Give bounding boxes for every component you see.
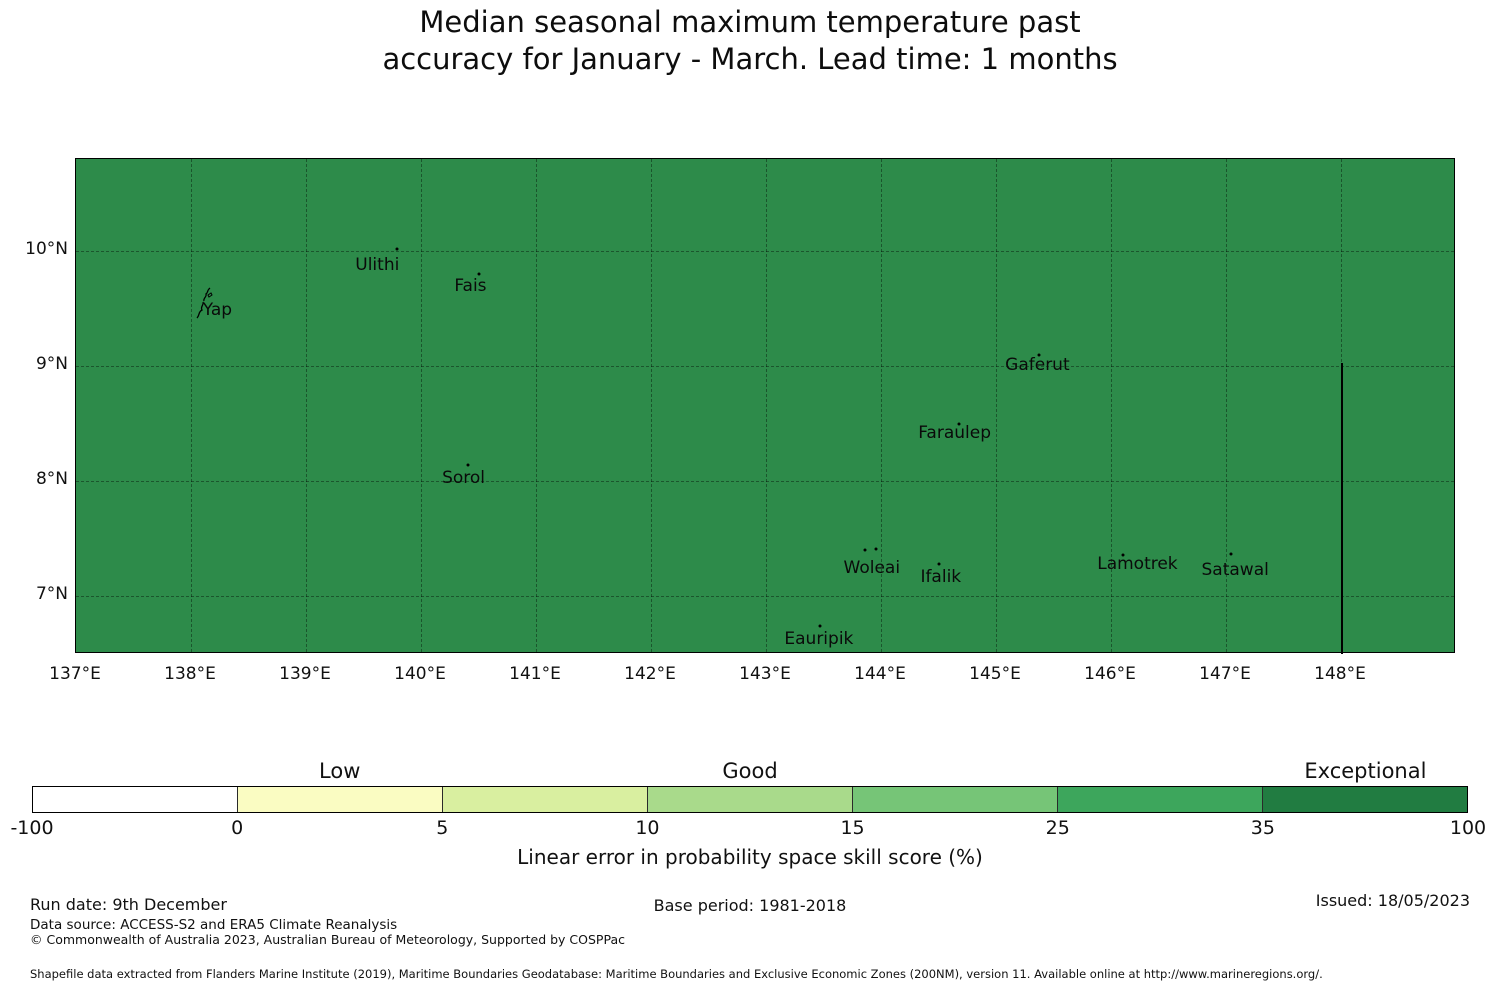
x-tick-label: 139°E xyxy=(279,664,331,684)
chart-title-line1: Median seasonal maximum temperature past xyxy=(419,5,1081,39)
island-dot-fais xyxy=(477,272,480,276)
island-dot-sorol xyxy=(466,463,470,467)
gridline-lat-9 xyxy=(76,366,1454,368)
island-label-faraulep: Faraulep xyxy=(918,422,991,443)
island-label-woleai: Woleai xyxy=(843,557,901,578)
colorbar-tick-label: 100 xyxy=(1449,817,1487,839)
colorbar-segment-10to15 xyxy=(647,787,852,812)
shapefile-note-text: Shapefile data extracted from Flanders M… xyxy=(30,967,1323,981)
y-tick-label: 10°N xyxy=(25,239,68,260)
gridline-lon-145 xyxy=(996,159,997,652)
island-dot-ulithi xyxy=(395,247,399,251)
colorbar-tick-label: 10 xyxy=(635,817,660,839)
island-label-lamotrek: Lamotrek xyxy=(1097,554,1178,575)
x-tick-label: 142°E xyxy=(624,664,676,684)
gridline-lon-143 xyxy=(766,159,767,652)
gridline-lon-146 xyxy=(1111,159,1112,652)
island-dot-faraulep xyxy=(957,422,961,426)
gridline-lon-139 xyxy=(306,159,307,652)
chart-title-line2: accuracy for January - March. Lead time:… xyxy=(382,42,1118,76)
x-tick-label: 141°E xyxy=(509,664,561,684)
x-tick-label: 144°E xyxy=(854,664,906,684)
island-dot-gaferut xyxy=(1037,353,1041,357)
colorbar-tick-label: 15 xyxy=(840,817,865,839)
island-label-sorol: Sorol xyxy=(442,467,486,488)
colorbar xyxy=(32,786,1468,813)
data-source-text: Data source: ACCESS-S2 and ERA5 Climate … xyxy=(30,917,398,933)
y-tick-label: 9°N xyxy=(35,354,68,375)
colorbar-category-exceptional: Exceptional xyxy=(1304,759,1427,783)
x-tick-label: 140°E xyxy=(394,664,446,684)
eez-boundary-line xyxy=(1341,362,1343,654)
colorbar-category-good: Good xyxy=(722,759,778,783)
gridline-lon-144 xyxy=(881,159,882,652)
x-tick-label: 147°E xyxy=(1199,664,1251,684)
base-period-text: Base period: 1981-2018 xyxy=(653,896,847,915)
x-tick-label: 148°E xyxy=(1314,664,1366,684)
x-tick-label: 138°E xyxy=(164,664,216,684)
island-dot-lamotrek xyxy=(1121,553,1124,557)
island-dot-eauripik xyxy=(818,624,822,628)
colorbar-segment-5to10 xyxy=(442,787,647,812)
gridline-lat-10 xyxy=(76,251,1454,253)
x-tick-label: 143°E xyxy=(739,664,791,684)
island-label-gaferut: Gaferut xyxy=(1005,355,1070,376)
island-label-satawal: Satawal xyxy=(1201,559,1269,580)
island-dot-woleai xyxy=(863,548,867,552)
colorbar-tick-label: 0 xyxy=(231,817,244,839)
colorbar-segment-35to100 xyxy=(1262,787,1467,812)
copyright-text: © Commonwealth of Australia 2023, Austra… xyxy=(30,932,625,947)
island-label-ifalik: Ifalik xyxy=(920,566,962,587)
x-tick-label: 145°E xyxy=(969,664,1021,684)
gridline-lat-7 xyxy=(76,596,1454,598)
island-dot-woleai xyxy=(874,547,878,551)
colorbar-segment--100to0 xyxy=(33,787,237,812)
issued-date-text: Issued: 18/05/2023 xyxy=(1315,891,1470,910)
map-plot-area: Yap Ulithi Fais Sorol Gaferut Faraulep Woleai I… xyxy=(75,158,1455,654)
island-label-ulithi: Ulithi xyxy=(355,254,400,275)
island-label-eauripik: Eauripik xyxy=(784,629,854,650)
gridline-lon-147 xyxy=(1226,159,1227,652)
yap-island-outline xyxy=(196,287,213,319)
colorbar-segment-25to35 xyxy=(1057,787,1262,812)
island-label-fais: Fais xyxy=(454,275,487,296)
island-dot-satawal xyxy=(1229,552,1233,556)
island-label-yap: Yap xyxy=(202,299,233,320)
y-tick-label: 7°N xyxy=(35,584,68,605)
colorbar-segment-0to5 xyxy=(237,787,442,812)
colorbar-axis-label: Linear error in probability space skill … xyxy=(517,845,983,869)
colorbar-tick-label: 35 xyxy=(1250,817,1275,839)
y-tick-label: 8°N xyxy=(35,469,68,490)
island-dot-ifalik xyxy=(937,562,940,566)
gridline-lon-138 xyxy=(191,159,192,652)
x-tick-label: 137°E xyxy=(49,664,101,684)
gridline-lon-141 xyxy=(536,159,537,652)
colorbar-tick-label: -100 xyxy=(10,817,54,839)
run-date-text: Run date: 9th December xyxy=(30,895,227,914)
gridline-lat-8 xyxy=(76,481,1454,483)
colorbar-segment-15to25 xyxy=(852,787,1057,812)
colorbar-category-low: Low xyxy=(319,759,361,783)
colorbar-tick-label: 5 xyxy=(436,817,449,839)
x-tick-label: 146°E xyxy=(1084,664,1136,684)
gridline-lon-142 xyxy=(651,159,652,652)
gridline-lon-140 xyxy=(421,159,422,652)
colorbar-tick-label: 25 xyxy=(1045,817,1070,839)
